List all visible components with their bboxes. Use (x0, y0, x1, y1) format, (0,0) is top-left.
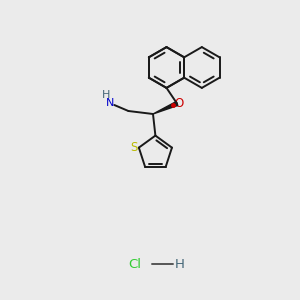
Text: O: O (175, 97, 184, 110)
Text: S: S (130, 141, 137, 154)
Text: Cl: Cl (128, 257, 142, 271)
Text: N: N (106, 98, 115, 108)
Text: H: H (102, 90, 111, 100)
Polygon shape (153, 102, 178, 114)
Text: H: H (175, 257, 185, 271)
